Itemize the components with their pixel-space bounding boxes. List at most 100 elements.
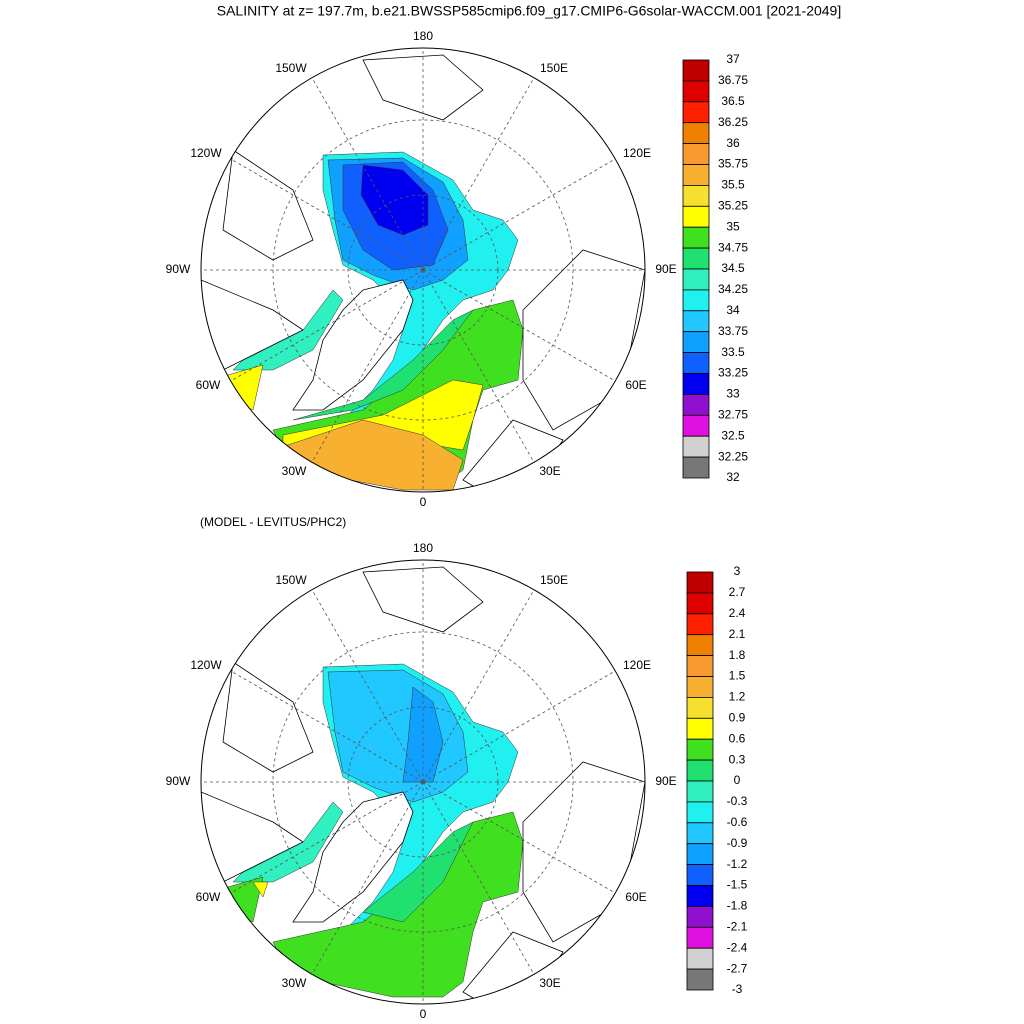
longitude-label: 30W xyxy=(282,464,307,478)
colorbar-box xyxy=(682,164,710,186)
coastline xyxy=(222,149,314,261)
longitude-label: 0 xyxy=(420,1007,427,1021)
longitude-label: 90E xyxy=(655,262,676,276)
polar-map: 180 150W 150E 120W 120E 90W 90E 60W 60E 30W 30E 0 xyxy=(166,541,677,1021)
colorbar-box xyxy=(682,80,710,103)
ocean-field xyxy=(402,686,444,783)
colorbar-box xyxy=(686,592,714,615)
map-content xyxy=(201,560,645,1004)
colorbar-label: -3 xyxy=(732,982,743,996)
graticule-meridian xyxy=(311,77,424,271)
colorbar-box xyxy=(686,801,714,824)
colorbar-label: 2.7 xyxy=(729,585,746,599)
colorbar-box xyxy=(682,456,710,479)
ocean-field xyxy=(292,309,474,421)
colorbar-label: 35.5 xyxy=(721,178,745,192)
colorbar-box xyxy=(682,414,710,437)
longitude-label: 90W xyxy=(166,262,191,276)
colorbar-label: 36.75 xyxy=(718,73,748,87)
colorbar-box xyxy=(686,655,714,677)
colorbar-label: 0.9 xyxy=(729,710,746,724)
longitude-label: 60E xyxy=(625,378,646,392)
colorbar-box xyxy=(682,184,710,207)
coastline xyxy=(462,931,564,1004)
ocean-field xyxy=(362,821,474,923)
colorbar-label: 34.75 xyxy=(718,240,748,254)
graticule-meridian xyxy=(230,781,424,894)
colorbar-label: -0.6 xyxy=(727,815,748,829)
graticule-meridian xyxy=(230,158,424,271)
colorbar-label: 34.5 xyxy=(721,261,745,275)
colorbar-box xyxy=(682,435,710,458)
colorbar-box xyxy=(682,247,710,270)
colorbar-label: -0.9 xyxy=(727,836,748,850)
colorbar-box xyxy=(686,634,714,657)
colorbar-label: 32 xyxy=(726,470,740,484)
colorbar-label: 0.3 xyxy=(729,752,746,766)
graticule-meridian xyxy=(311,269,424,463)
colorbar-box xyxy=(686,906,714,928)
colorbar-label: 35.25 xyxy=(718,198,748,212)
coastline xyxy=(201,791,304,883)
longitude-label: 150W xyxy=(275,61,307,75)
coastline xyxy=(462,419,564,492)
colorbar-box xyxy=(686,717,714,740)
colorbar-box xyxy=(686,822,714,845)
colorbar-label: 33 xyxy=(726,387,740,401)
colorbar-box xyxy=(682,352,710,374)
colorbar-box xyxy=(686,676,714,698)
longitude-label: 30W xyxy=(282,976,307,990)
colorbar-box xyxy=(686,571,714,594)
colorbar-label: 0 xyxy=(734,773,741,787)
coastline xyxy=(201,279,304,371)
colorbar-label: -2.7 xyxy=(727,961,748,975)
colorbar-label: 34 xyxy=(726,303,740,317)
map-content xyxy=(201,48,645,492)
colorbar-label: 33.75 xyxy=(718,324,748,338)
colorbar-box xyxy=(686,947,714,970)
colorbar-label: 36 xyxy=(726,136,740,150)
colorbar-label: -1.8 xyxy=(727,899,748,913)
colorbar-box xyxy=(686,697,714,719)
longitude-label: 150E xyxy=(540,573,568,587)
colorbar-label: 35.75 xyxy=(718,157,748,171)
colorbar-label: 1.8 xyxy=(729,648,746,662)
colorbar-label: 33.25 xyxy=(718,366,748,380)
colorbar-box xyxy=(686,738,714,761)
longitude-label: 30E xyxy=(539,976,560,990)
colorbar-box xyxy=(686,613,714,636)
colorbar-label: 3 xyxy=(734,564,741,578)
colorbar-label: 2.4 xyxy=(729,606,746,620)
colorbar-box xyxy=(686,885,714,907)
colorbar-label: 33.5 xyxy=(721,345,745,359)
colorbar-box xyxy=(686,780,714,803)
colorbar-box xyxy=(682,205,710,228)
longitude-label: 90W xyxy=(166,774,191,788)
colorbar-label: 1.2 xyxy=(729,690,746,704)
coastline xyxy=(222,661,314,773)
longitude-label: 120W xyxy=(190,658,222,672)
figure-title: SALINITY at z= 197.7m, b.e21.BWSSP585cmi… xyxy=(217,3,841,19)
polar-map: 180 150W 150E 120W 120E 90W 90E 60W 60E 30W 30E 0 xyxy=(166,29,677,509)
colorbar-box xyxy=(682,289,710,312)
colorbar-box xyxy=(682,373,710,395)
colorbar-label: 36.25 xyxy=(718,115,748,129)
graticule-meridian xyxy=(230,269,424,382)
ocean-field xyxy=(360,164,429,236)
graticule-meridian xyxy=(422,77,535,271)
panel-subtitle: (MODEL - LEVITUS/PHC2) xyxy=(200,515,346,529)
ocean-field xyxy=(232,801,344,883)
colorbar-label: -2.4 xyxy=(727,940,748,954)
longitude-label: 60E xyxy=(625,890,646,904)
colorbar-box xyxy=(686,759,714,782)
colorbar-label: 34.25 xyxy=(718,282,748,296)
coastline xyxy=(522,249,645,431)
colorbar-box xyxy=(682,268,710,291)
longitude-label: 90E xyxy=(655,774,676,788)
longitude-label: 120E xyxy=(623,658,651,672)
map-border xyxy=(200,47,646,493)
colorbar-box xyxy=(682,101,710,124)
ocean-field xyxy=(252,881,269,898)
colorbar-label: 36.5 xyxy=(721,94,745,108)
